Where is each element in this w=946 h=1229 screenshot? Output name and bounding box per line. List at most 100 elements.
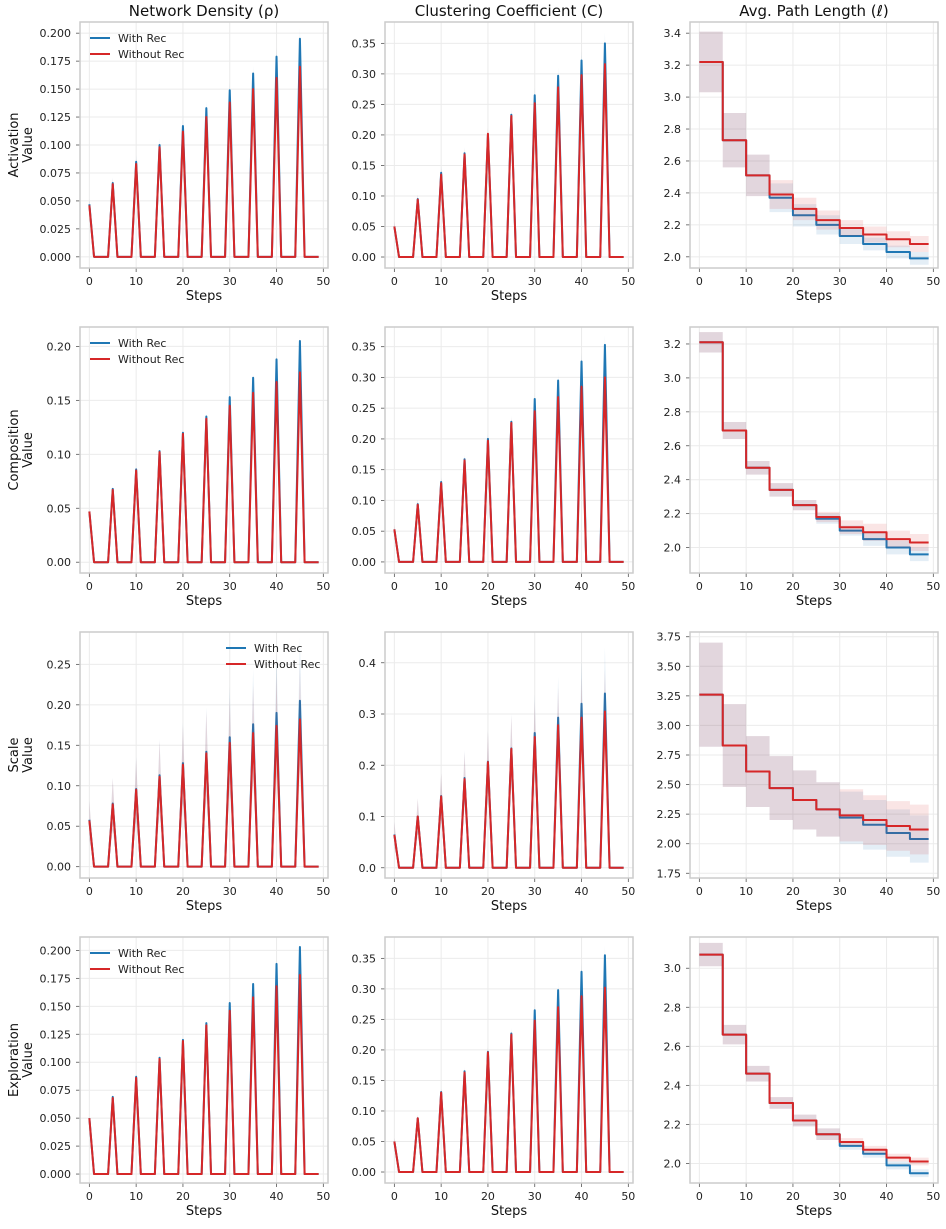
series-line-with-rec <box>699 341 929 556</box>
y-tick-label: 2.75 <box>657 749 682 762</box>
legend-label-with: With Rec <box>118 337 166 350</box>
x-tick-label: 20 <box>176 1190 190 1203</box>
y-tick-label: 0.10 <box>352 190 377 203</box>
confidence-band <box>699 642 929 855</box>
x-tick-label: 0 <box>86 275 93 288</box>
x-tick-label: 40 <box>880 275 894 288</box>
plot-frame <box>79 326 329 574</box>
subplot: 0 10 20 30 40 50 2.0 2.2 2.4 2.6 2.8 3.0 3.2 Steps <box>664 326 940 609</box>
y-tick-label: 0.30 <box>352 983 377 996</box>
subplot: 0 10 20 30 40 50 0.00 0.05 0.10 0.15 0.20 0.25 Steps… <box>47 631 330 914</box>
legend-label-without: Without Rec <box>118 353 184 366</box>
y-tick-label: 2.00 <box>657 838 682 851</box>
plot-area <box>699 642 929 863</box>
series-line-with-rec <box>393 954 624 1174</box>
x-tick-label: 20 <box>786 1190 800 1203</box>
y-tick-label: 2.0 <box>664 1157 682 1170</box>
x-tick-label: 30 <box>528 885 542 898</box>
y-tick-label: 0.000 <box>40 1168 72 1181</box>
y-tick-label: 0.35 <box>352 37 377 50</box>
plot-frame <box>689 936 939 1184</box>
series-line-without-rec <box>699 341 929 544</box>
plot-frame <box>384 326 634 574</box>
y-tick-label: 2.8 <box>664 123 682 136</box>
series-line-without-rec <box>699 60 929 246</box>
x-tick-label: 30 <box>528 1190 542 1203</box>
confidence-band <box>699 332 929 551</box>
x-tick-label: 50 <box>316 1190 330 1203</box>
y-tick-label: 2.2 <box>664 508 682 521</box>
x-tick-label: 30 <box>223 580 237 593</box>
x-tick-label: 10 <box>129 580 143 593</box>
y-tick-label: 0.050 <box>40 1112 72 1125</box>
subplot: 0 10 20 30 40 50 0.000 0.025 0.050 0.075 0.100 0.12… <box>40 21 330 304</box>
y-tick-label: 2.8 <box>664 1001 682 1014</box>
x-tick-label: 0 <box>86 580 93 593</box>
x-tick-label: 40 <box>270 275 284 288</box>
y-tick-label: 3.2 <box>664 338 682 351</box>
confidence-band <box>394 335 624 562</box>
y-tick-label: 2.25 <box>657 808 682 821</box>
series-line-without-rec <box>393 376 624 563</box>
x-tick-label: 10 <box>434 1190 448 1203</box>
y-tick-label: 0.20 <box>352 129 377 142</box>
x-tick-label: 20 <box>481 580 495 593</box>
x-tick-label: 10 <box>129 275 143 288</box>
legend-label-with: With Rec <box>118 947 166 960</box>
y-tick-label: 0.20 <box>352 1044 377 1057</box>
series-line-without-rec <box>88 974 319 1176</box>
row-label-suffix: Value <box>21 432 36 468</box>
y-tick-label: 0.200 <box>40 944 72 957</box>
x-axis-label: Steps <box>491 899 528 914</box>
x-axis-label: Steps <box>796 1204 833 1219</box>
x-tick-label: 10 <box>434 275 448 288</box>
series-line-with-rec <box>88 340 319 564</box>
series-line-without-rec <box>699 953 929 1163</box>
plot-area <box>699 31 929 265</box>
x-tick-label: 30 <box>223 275 237 288</box>
y-tick-label: 2.6 <box>664 440 682 453</box>
y-tick-label: 0.150 <box>40 1000 72 1013</box>
subplot: 0 10 20 30 40 50 0.00 0.05 0.10 0.15 0.20 Steps With… <box>47 326 330 609</box>
plot-area <box>393 647 624 869</box>
y-tick-label: 3.0 <box>664 91 682 104</box>
x-tick-label: 0 <box>391 580 398 593</box>
x-tick-label: 10 <box>739 580 753 593</box>
confidence-band <box>394 32 624 258</box>
row-label-name: Scale <box>7 738 22 773</box>
confidence-band <box>699 642 929 863</box>
y-tick-label: 0.15 <box>352 159 377 172</box>
x-tick-label: 40 <box>270 580 284 593</box>
x-tick-label: 20 <box>176 580 190 593</box>
y-tick-label: 0.05 <box>47 502 72 515</box>
x-tick-label: 30 <box>833 275 847 288</box>
plot-area <box>699 332 929 562</box>
x-tick-label: 30 <box>223 885 237 898</box>
x-axis-label: Steps <box>491 1204 528 1219</box>
x-tick-label: 40 <box>880 580 894 593</box>
plot-frame <box>689 631 939 879</box>
confidence-band <box>699 942 929 1178</box>
row-label-name: Exploration <box>7 1023 22 1097</box>
x-tick-label: 50 <box>316 885 330 898</box>
confidence-band <box>699 942 929 1166</box>
x-tick-label: 20 <box>176 885 190 898</box>
series-line-without-rec <box>393 986 624 1174</box>
x-tick-label: 10 <box>129 1190 143 1203</box>
plot-area <box>88 637 319 868</box>
y-tick-label: 0.00 <box>47 556 72 569</box>
subplot: 0 10 20 30 40 50 0.00 0.05 0.10 0.15 0.20 0.25 0.30 0… <box>352 21 635 304</box>
y-tick-label: 1.75 <box>657 867 682 880</box>
series-line-with-rec <box>393 692 624 869</box>
legend: With Rec Without Rec <box>90 337 184 366</box>
plot-frame <box>689 326 939 574</box>
subplot: 0 10 20 30 40 50 0.0 0.1 0.2 0.3 0.4 Steps <box>359 631 635 914</box>
plot-frame <box>384 21 634 269</box>
plot-frame <box>384 936 634 1184</box>
legend-label-without: Without Rec <box>254 658 320 671</box>
y-tick-label: 0.15 <box>47 739 72 752</box>
x-tick-label: 50 <box>621 885 635 898</box>
y-tick-label: 0.000 <box>40 251 72 264</box>
x-tick-label: 30 <box>528 275 542 288</box>
